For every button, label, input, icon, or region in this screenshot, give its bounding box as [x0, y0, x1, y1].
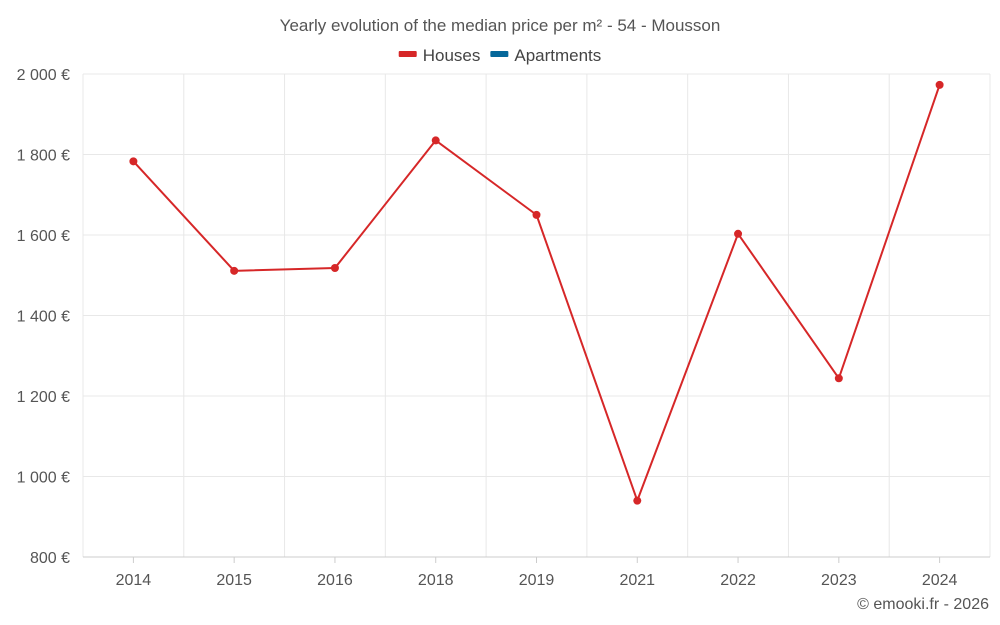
y-tick-label: 1 600 € [17, 228, 70, 245]
y-tick-label: 2 000 € [17, 67, 70, 84]
x-tick-label: 2015 [216, 572, 252, 589]
series-line-houses [132, 84, 941, 502]
legend-swatch [490, 51, 509, 57]
credit-text: © emooki.fr - 2026 [857, 596, 989, 613]
x-tick-label: 2018 [418, 572, 454, 589]
data-point [330, 264, 339, 273]
y-tick-label: 1 000 € [17, 470, 70, 487]
data-point [734, 229, 743, 238]
x-tick-label: 2016 [317, 572, 353, 589]
y-tick-label: 1 200 € [17, 389, 70, 406]
legend-item-houses: Houses [398, 46, 481, 65]
grid [82, 73, 991, 558]
data-point [935, 80, 944, 89]
axes: 800 € 1 000 € 1 200 € 1 400 € 1 600 € 1 800 €… [17, 67, 990, 589]
x-tick-label: 2021 [619, 572, 655, 589]
x-tick-label: 2014 [116, 572, 152, 589]
data-point [532, 210, 541, 219]
x-tick-label: 2022 [720, 572, 756, 589]
data-point [834, 374, 843, 383]
y-tick-label: 1 800 € [17, 148, 70, 165]
legend-label: Houses [423, 46, 481, 65]
data-point [633, 496, 642, 505]
data-point [230, 266, 239, 275]
data-point [431, 136, 440, 145]
data-point [129, 157, 138, 166]
x-tick-label: 2023 [821, 572, 857, 589]
y-tick-label: 800 € [30, 550, 70, 567]
x-tick-label: 2024 [922, 572, 958, 589]
legend-swatch [398, 51, 417, 57]
y-tick-label: 1 400 € [17, 309, 70, 326]
legend: Houses Apartments [398, 46, 601, 65]
chart-title: Yearly evolution of the median price per… [280, 16, 721, 35]
series-layer [129, 80, 944, 505]
x-tick-label: 2019 [519, 572, 555, 589]
legend-item-apartments: Apartments [490, 46, 601, 65]
legend-label: Apartments [514, 46, 601, 65]
